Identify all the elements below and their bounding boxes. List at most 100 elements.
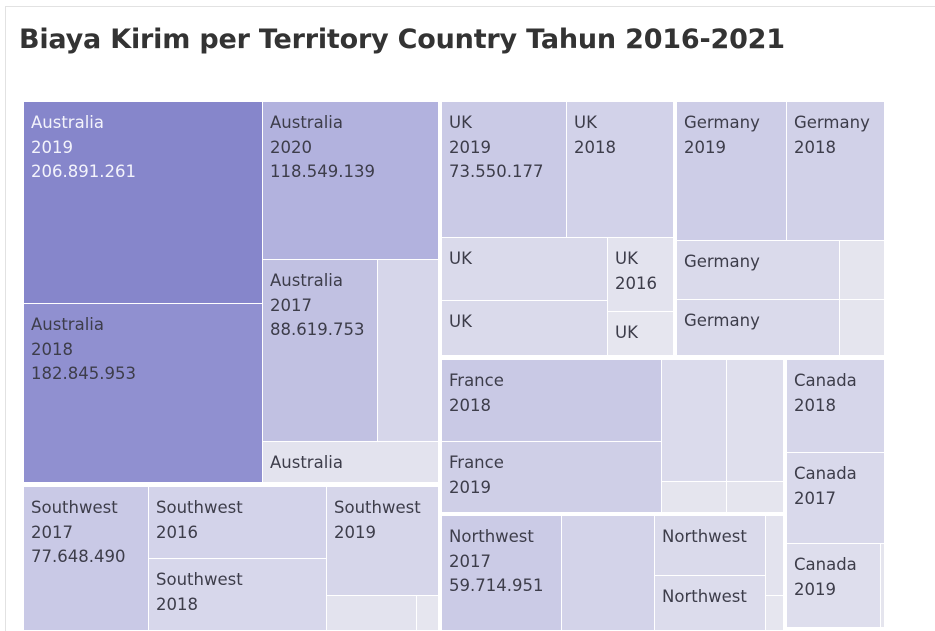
tile-label-category: Germany [684, 311, 760, 330]
tile-label-category: Germany [684, 113, 760, 132]
tile-label-category: Australia [31, 113, 104, 132]
treemap-tile-ca2019[interactable]: Canada 2019 [787, 544, 881, 628]
tile-label-category: Southwest [334, 498, 421, 517]
treemap-tile-nw2017[interactable]: Northwest 2017 59.714.951 [442, 516, 562, 631]
tile-label-value: 182.845.953 [31, 364, 136, 383]
tile-label-category: UK [449, 249, 472, 268]
tile-label-year: 2018 [574, 137, 616, 157]
tile-label-value: 77.648.490 [31, 547, 126, 566]
treemap-tile-ca2018[interactable]: Canada 2018 [787, 360, 885, 453]
tile-label-category: Germany [794, 113, 870, 132]
tile-label-year: 2019 [449, 477, 491, 497]
tile-label: UK [449, 247, 472, 272]
treemap-tile-nw-e[interactable] [766, 596, 784, 631]
treemap-tile-sw2018[interactable]: Southwest 2018 [149, 559, 327, 631]
treemap-tile-au2017[interactable]: Australia 2017 88.619.753 [263, 260, 378, 442]
treemap-tile-ca2017[interactable]: Canada 2017 [787, 453, 885, 544]
tile-label-year: 2018 [794, 137, 836, 157]
tile-label-category: UK [615, 249, 638, 268]
treemap-tile-fr-d[interactable] [727, 482, 784, 513]
treemap-tile-nw-b[interactable]: Northwest [655, 516, 766, 576]
tile-label: Canada 2018 [794, 369, 857, 418]
chart-frame [5, 6, 935, 631]
treemap-tile-de-b[interactable] [840, 241, 885, 300]
tile-label-category: UK [574, 113, 597, 132]
tile-label-category: Germany [684, 252, 760, 271]
treemap-tile-au2019[interactable]: Australia 2019 206.891.261 [24, 102, 263, 304]
treemap-tile-uk-a[interactable]: UK [442, 238, 608, 301]
treemap-tile-de-c[interactable]: Germany [677, 300, 840, 356]
tile-label-year: 2019 [684, 137, 726, 157]
treemap-tile-fr-b[interactable] [727, 360, 784, 482]
tile-label: Germany [684, 309, 760, 334]
tile-label: Southwest 2016 [156, 496, 243, 545]
treemap-tile-de2018[interactable]: Germany 2018 [787, 102, 885, 241]
tile-label-category: Australia [31, 315, 104, 334]
treemap-tile-de2019[interactable]: Germany 2019 [677, 102, 787, 241]
tile-label-category: Southwest [31, 498, 118, 517]
tile-label-year: 2017 [270, 295, 312, 315]
tile-label-year: 2019 [794, 579, 836, 599]
treemap-tile-fr-c[interactable] [662, 482, 727, 513]
treemap-tile-au2020[interactable]: Australia 2020 118.549.139 [263, 102, 439, 260]
tile-label: Germany 2019 [684, 111, 760, 160]
tile-label-category: UK [449, 312, 472, 331]
treemap-tile-uk-c[interactable]: UK [608, 312, 674, 356]
tile-label-value: 88.619.753 [270, 320, 365, 339]
treemap-tile-fr2019[interactable]: France 2019 [442, 442, 662, 513]
treemap-tile-nw-d[interactable] [766, 516, 784, 596]
tile-label: Canada 2019 [794, 553, 857, 602]
tile-label: Germany 2018 [794, 111, 870, 160]
tile-label-category: Northwest [662, 587, 747, 606]
treemap-tile-au-a[interactable] [378, 260, 439, 442]
treemap-tile-sw-b[interactable] [417, 596, 439, 631]
treemap-tile-uk2018[interactable]: UK 2018 [567, 102, 674, 238]
tile-label: UK 2018 [574, 111, 616, 160]
tile-label-year: 2019 [449, 137, 491, 157]
treemap-tile-sw2017[interactable]: Southwest 2017 77.648.490 [24, 487, 149, 631]
treemap-tile-de-d[interactable] [840, 300, 885, 356]
treemap-tile-uk2016[interactable]: UK 2016 [608, 238, 674, 312]
tile-label: Australia 2020 118.549.139 [270, 111, 375, 185]
group-separator [784, 360, 787, 631]
treemap-tile-de-a[interactable]: Germany [677, 241, 840, 300]
tile-label: UK 2016 [615, 247, 657, 296]
tile-label: Northwest [662, 525, 747, 550]
tile-label-category: Southwest [156, 570, 243, 589]
tile-label: Australia 2017 88.619.753 [270, 269, 364, 343]
treemap-tile-uk2019[interactable]: UK 2019 73.550.177 [442, 102, 567, 238]
tile-label-value: 73.550.177 [449, 162, 544, 181]
tile-label-category: Australia [270, 113, 343, 132]
tile-label-category: Australia [270, 271, 343, 290]
tile-label: UK [449, 310, 472, 335]
tile-label-category: Southwest [156, 498, 243, 517]
treemap-tile-fr2018[interactable]: France 2018 [442, 360, 662, 442]
tile-label: France 2018 [449, 369, 504, 418]
treemap-tile-au2018[interactable]: Australia 2018 182.845.953 [24, 304, 263, 483]
treemap-tile-sw2019[interactable]: Southwest 2019 [327, 487, 439, 596]
treemap-tile-au-b[interactable]: Australia [263, 442, 439, 483]
treemap-tile-sw2016[interactable]: Southwest 2016 [149, 487, 327, 559]
tile-label: Canada 2017 [794, 462, 857, 511]
treemap-tile-nw-c[interactable]: Northwest [655, 576, 766, 631]
treemap-tile-ca-a[interactable] [881, 544, 885, 628]
tile-label: Southwest 2017 77.648.490 [31, 496, 125, 570]
tile-label-year: 2019 [334, 522, 376, 542]
tile-label-value: 206.891.261 [31, 162, 136, 181]
tile-label: Northwest 2017 59.714.951 [449, 525, 543, 599]
tile-label-category: Canada [794, 555, 857, 574]
treemap-tile-fr-a[interactable] [662, 360, 727, 482]
treemap-tile-sw-a[interactable] [327, 596, 417, 631]
tile-label-year: 2018 [794, 395, 836, 415]
tile-label-year: 2018 [449, 395, 491, 415]
tile-label-year: 2017 [794, 488, 836, 508]
group-separator [442, 513, 784, 516]
tile-label-category: France [449, 371, 504, 390]
tile-label: Australia [270, 451, 343, 476]
group-separator [24, 483, 439, 487]
treemap-tile-nw-a[interactable] [562, 516, 655, 631]
treemap-tile-uk-b[interactable]: UK [442, 301, 608, 356]
tile-label: France 2019 [449, 451, 504, 500]
tile-label-value: 118.549.139 [270, 162, 375, 181]
tile-label-year: 2017 [31, 522, 73, 542]
